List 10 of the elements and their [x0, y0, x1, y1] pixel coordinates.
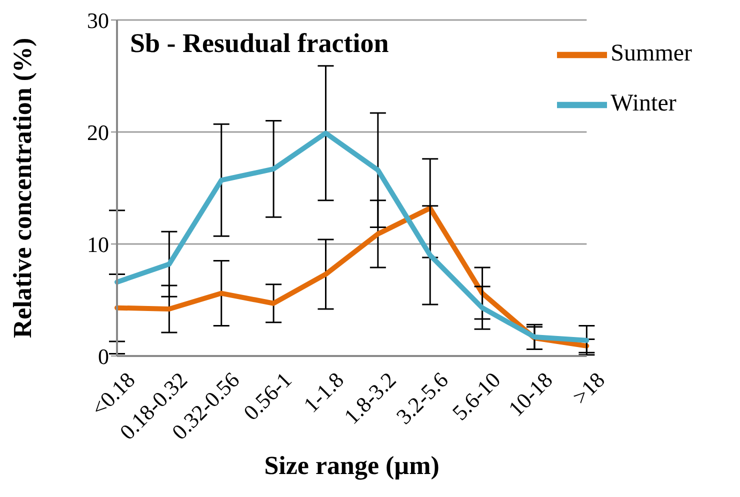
y-tick-label: 0: [98, 344, 109, 369]
x-tick-label: >18: [568, 367, 610, 410]
y-axis-title: Relative concentration (%): [8, 38, 38, 338]
x-axis-title: Size range (µm): [264, 451, 440, 480]
y-tick-label: 20: [87, 120, 109, 145]
legend-label: Winter: [610, 90, 676, 117]
y-tick-label: 30: [87, 8, 109, 33]
chart-title: Sb - Resudual fraction: [130, 28, 389, 59]
legend-label: Summer: [610, 40, 692, 67]
y-tick-label: 10: [87, 232, 109, 257]
